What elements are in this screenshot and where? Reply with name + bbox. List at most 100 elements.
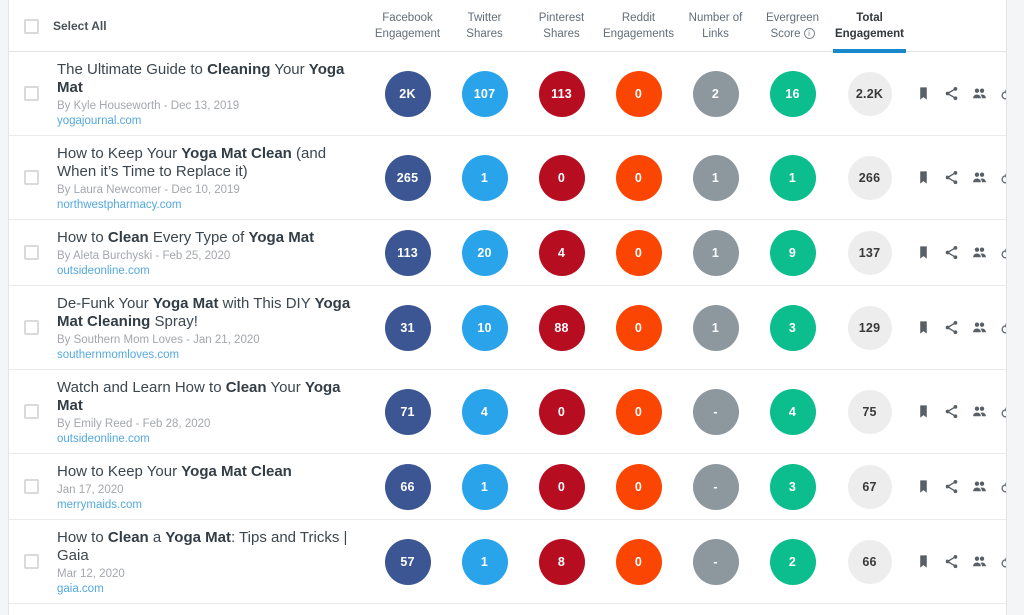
facebook-metric-badge: 66 — [384, 463, 431, 510]
audience-icon[interactable] — [972, 479, 987, 494]
links-metric-badge: - — [692, 463, 739, 510]
share-icon[interactable] — [944, 554, 959, 569]
article-domain-link[interactable]: merrymaids.com — [57, 499, 142, 511]
article-title[interactable]: Watch and Learn How to Clean Your Yoga M… — [57, 379, 341, 414]
share-icon[interactable] — [944, 404, 959, 419]
share-icon[interactable] — [944, 320, 959, 335]
article-domain-link[interactable]: outsideonline.com — [57, 433, 150, 445]
column-header-reddit-engagements[interactable]: Reddit Engagements — [603, 12, 674, 40]
bookmark-icon[interactable] — [916, 479, 931, 494]
share-icon[interactable] — [944, 86, 959, 101]
audience-icon[interactable] — [972, 245, 987, 260]
link-icon[interactable] — [1000, 245, 1006, 260]
link-icon[interactable] — [1000, 320, 1006, 335]
links-metric-badge: 1 — [692, 304, 739, 351]
evergreen-metric-badge: 16 — [769, 70, 816, 117]
share-icon[interactable] — [944, 245, 959, 260]
audience-icon[interactable] — [972, 320, 987, 335]
row-checkbox[interactable] — [23, 320, 39, 335]
facebook-metric-badge: 113 — [384, 229, 431, 276]
total-metric-badge: 137 — [847, 230, 892, 275]
article-row: Watch and Learn How to Clean Your Yoga M… — [9, 370, 1006, 454]
total-metric-badge: 2.2K — [847, 71, 892, 116]
article-domain-link[interactable]: gaia.com — [57, 583, 104, 595]
row-checkbox[interactable] — [23, 170, 39, 185]
facebook-metric-badge: 265 — [384, 154, 431, 201]
bookmark-icon[interactable] — [916, 86, 931, 101]
row-checkbox[interactable] — [23, 554, 39, 569]
pinterest-metric-badge: 88 — [538, 304, 585, 351]
info-icon[interactable]: i — [803, 28, 815, 39]
reddit-metric-badge: 0 — [615, 154, 662, 201]
share-icon[interactable] — [944, 479, 959, 494]
evergreen-metric-badge: 2 — [769, 538, 816, 585]
article-title[interactable]: De-Funk Your Yoga Mat with This DIY Yoga… — [57, 295, 351, 330]
article-domain-link[interactable]: southernmomloves.com — [57, 349, 180, 361]
twitter-metric-badge: 4 — [461, 388, 508, 435]
column-header-twitter-shares[interactable]: Twitter Shares — [466, 12, 503, 40]
article-domain-link[interactable]: northwestpharmacy.com — [57, 199, 182, 211]
pinterest-metric-badge: 0 — [538, 154, 585, 201]
column-header-pinterest-shares[interactable]: Pinterest Shares — [538, 12, 585, 40]
links-metric-badge: - — [692, 538, 739, 585]
bookmark-icon[interactable] — [916, 404, 931, 419]
article-byline: Mar 12, 2020 — [57, 568, 125, 580]
bookmark-icon[interactable] — [916, 320, 931, 335]
bookmark-icon[interactable] — [916, 554, 931, 569]
article-title[interactable]: How to Clean Every Type of Yoga Mat — [57, 229, 315, 246]
column-header-number-of-links[interactable]: Number of Links — [688, 12, 743, 40]
article-domain-link[interactable]: yogajournal.com — [57, 115, 142, 127]
select-all-checkbox[interactable] — [23, 18, 39, 34]
total-metric-badge: 75 — [847, 389, 892, 434]
article-title[interactable]: How to Keep Your Yoga Mat Clean (and Whe… — [57, 145, 327, 180]
row-checkbox[interactable] — [23, 86, 39, 101]
evergreen-metric-badge: 1 — [769, 154, 816, 201]
bookmark-icon[interactable] — [916, 170, 931, 185]
audience-icon[interactable] — [972, 554, 987, 569]
article-title[interactable]: How to Clean a Yoga Mat: Tips and Tricks… — [57, 529, 348, 564]
column-header-evergreen-score[interactable]: Evergreen Score i — [765, 12, 820, 40]
audience-icon[interactable] — [972, 404, 987, 419]
links-metric-badge: 2 — [692, 70, 739, 117]
article-byline: Jan 17, 2020 — [57, 484, 124, 496]
pinterest-metric-badge: 0 — [538, 463, 585, 510]
link-icon[interactable] — [1000, 554, 1006, 569]
link-icon[interactable] — [1000, 479, 1006, 494]
evergreen-metric-badge: 3 — [769, 463, 816, 510]
article-byline: By Emily Reed - Feb 28, 2020 — [57, 418, 211, 430]
twitter-metric-badge: 107 — [461, 70, 508, 117]
column-header-total-engagement[interactable]: Total Engagement — [831, 0, 908, 53]
pinterest-metric-badge: 4 — [538, 229, 585, 276]
bookmark-icon[interactable] — [916, 245, 931, 260]
audience-icon[interactable] — [972, 86, 987, 101]
row-checkbox[interactable] — [23, 479, 39, 494]
article-byline: By Kyle Houseworth - Dec 13, 2019 — [57, 100, 240, 112]
row-checkbox[interactable] — [23, 404, 39, 419]
article-title[interactable]: How to Keep Your Yoga Mat Clean — [57, 463, 292, 480]
article-byline: By Aleta Burchyski - Feb 25, 2020 — [57, 250, 231, 262]
audience-icon[interactable] — [972, 170, 987, 185]
article-row: The Ultimate Guide to Cleaning Your Yoga… — [9, 52, 1006, 136]
article-title[interactable]: How to clean your yoga mat | Multisport … — [57, 613, 355, 615]
twitter-metric-badge: 20 — [461, 229, 508, 276]
article-domain-link[interactable]: outsideonline.com — [57, 265, 150, 277]
article-row: How to Keep Your Yoga Mat Clean (and Whe… — [9, 136, 1006, 220]
evergreen-metric-badge: 4 — [769, 388, 816, 435]
links-metric-badge: 1 — [692, 229, 739, 276]
link-icon[interactable] — [1000, 170, 1006, 185]
column-header-facebook-engagement[interactable]: Facebook Engagement — [374, 12, 441, 40]
facebook-metric-badge: 31 — [384, 304, 431, 351]
table-header: Select All Facebook Engagement Twitter S… — [9, 0, 1006, 53]
reddit-metric-badge: 0 — [615, 538, 662, 585]
share-icon[interactable] — [944, 170, 959, 185]
total-metric-badge: 66 — [847, 539, 892, 584]
link-icon[interactable] — [1000, 86, 1006, 101]
row-checkbox[interactable] — [23, 245, 39, 260]
link-icon[interactable] — [1000, 404, 1006, 419]
reddit-metric-badge: 0 — [615, 388, 662, 435]
article-title[interactable]: The Ultimate Guide to Cleaning Your Yoga… — [57, 61, 345, 96]
links-metric-badge: - — [692, 388, 739, 435]
article-row: De-Funk Your Yoga Mat with This DIY Yoga… — [9, 286, 1006, 370]
twitter-metric-badge: 10 — [461, 304, 508, 351]
